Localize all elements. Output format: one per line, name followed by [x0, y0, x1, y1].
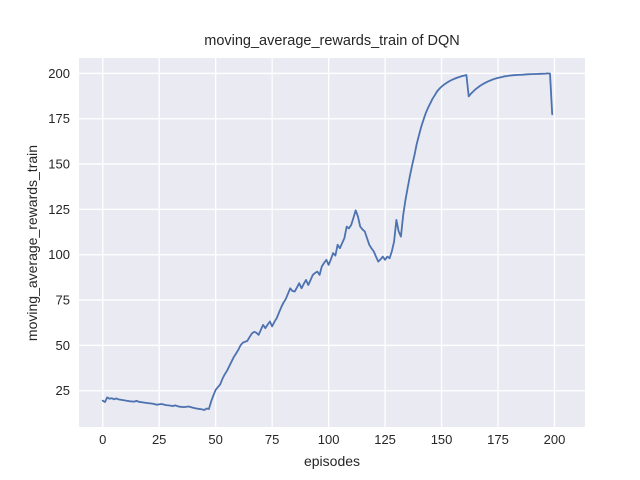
y-tick-label: 50 — [56, 338, 70, 353]
x-tick-label: 200 — [544, 432, 566, 447]
plot-background — [79, 58, 585, 427]
y-tick-label: 25 — [56, 383, 70, 398]
y-tick-label: 100 — [48, 247, 70, 262]
data-line-moving_average_rewards_train — [101, 72, 554, 411]
x-tick-label: 150 — [431, 432, 453, 447]
x-tick-label: 175 — [487, 432, 509, 447]
y-tick-label: 200 — [48, 66, 70, 81]
y-tick-label: 125 — [48, 202, 70, 217]
x-tick-label: 25 — [152, 432, 166, 447]
x-tick-label: 50 — [208, 432, 222, 447]
x-tick-label: 125 — [374, 432, 396, 447]
x-tick-label: 75 — [265, 432, 279, 447]
y-tick-label: 150 — [48, 157, 70, 172]
y-tick-label: 175 — [48, 111, 70, 126]
x-tick-label: 100 — [318, 432, 340, 447]
chart-title: moving_average_rewards_train of DQN — [204, 33, 460, 49]
x-axis-label: episodes — [303, 453, 361, 469]
y-tick-label: 75 — [56, 293, 70, 308]
x-tick-label: 0 — [99, 432, 106, 447]
